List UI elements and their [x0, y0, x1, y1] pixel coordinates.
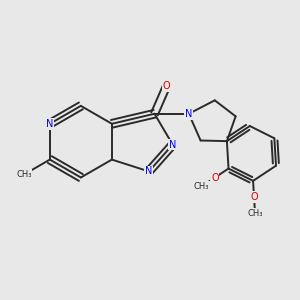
Text: CH₃: CH₃ [247, 209, 263, 218]
Text: O: O [211, 172, 219, 183]
Text: CH₃: CH₃ [194, 182, 209, 191]
Text: N: N [169, 140, 176, 150]
Text: O: O [250, 192, 258, 202]
Text: N: N [185, 109, 193, 119]
Text: N: N [46, 119, 53, 129]
Text: N: N [145, 167, 153, 176]
Text: O: O [163, 81, 170, 92]
Text: CH₃: CH₃ [16, 170, 32, 179]
